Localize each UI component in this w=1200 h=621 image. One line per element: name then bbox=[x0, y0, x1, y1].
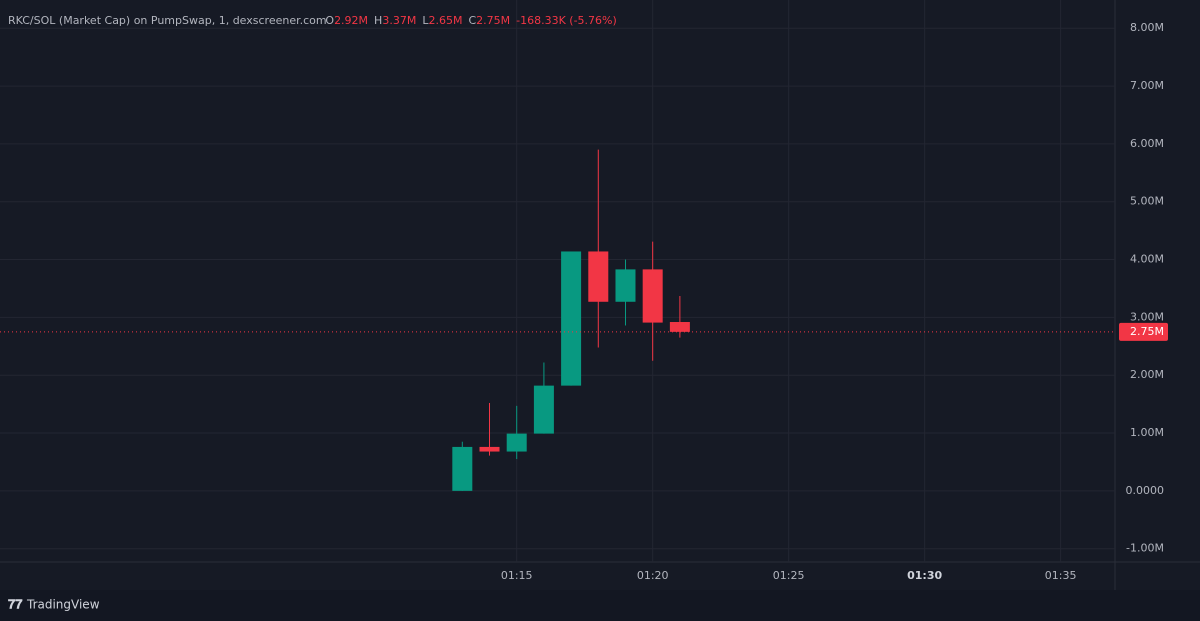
x-tick-label: 01:25 bbox=[773, 569, 805, 582]
logo-mark: 𝟕𝟕 bbox=[8, 598, 23, 613]
legend-change: -168.33K (-5.76%) bbox=[516, 14, 617, 27]
y-tick-label: 1.00M bbox=[1130, 426, 1164, 439]
candle-body bbox=[561, 251, 582, 386]
legend-label: O bbox=[325, 14, 334, 27]
legend-label: L bbox=[422, 14, 429, 27]
y-tick-label: 5.00M bbox=[1130, 195, 1164, 208]
y-tick-label: 4.00M bbox=[1130, 253, 1164, 266]
candle-body bbox=[479, 446, 500, 452]
candle-body bbox=[452, 446, 473, 491]
x-tick-label: 01:30 bbox=[907, 569, 942, 582]
candle-body bbox=[506, 433, 527, 452]
candle-body bbox=[588, 251, 609, 302]
last-price-label: 2.75M bbox=[1130, 325, 1164, 338]
candle-body bbox=[615, 269, 636, 302]
legend-value: 2.65M bbox=[428, 14, 462, 27]
y-tick-label: 2.00M bbox=[1130, 368, 1164, 381]
candle-body bbox=[669, 322, 690, 332]
legend-value: 2.75M bbox=[476, 14, 510, 27]
x-tick-label: 01:20 bbox=[637, 569, 669, 582]
legend-value: 3.37M bbox=[382, 14, 416, 27]
footer-bar bbox=[0, 590, 1200, 621]
y-tick-label: 3.00M bbox=[1130, 310, 1164, 323]
y-tick-label: 7.00M bbox=[1130, 79, 1164, 92]
legend-value: 2.92M bbox=[334, 14, 368, 27]
candle-body bbox=[533, 385, 554, 434]
x-tick-label: 01:15 bbox=[501, 569, 533, 582]
legend-label: C bbox=[468, 14, 476, 27]
y-tick-label: -1.00M bbox=[1126, 542, 1164, 555]
y-tick-label: 0.0000 bbox=[1126, 484, 1165, 497]
chart-title: RKC/SOL (Market Cap) on PumpSwap, 1, dex… bbox=[8, 14, 327, 27]
last-price-box bbox=[1119, 322, 1168, 341]
x-tick-label: 01:35 bbox=[1045, 569, 1077, 582]
footer-brand: TradingView bbox=[26, 598, 100, 612]
y-tick-label: 8.00M bbox=[1130, 21, 1164, 34]
legend-label: H bbox=[374, 14, 382, 27]
y-tick-label: 6.00M bbox=[1130, 137, 1164, 150]
candle-body bbox=[642, 269, 663, 323]
